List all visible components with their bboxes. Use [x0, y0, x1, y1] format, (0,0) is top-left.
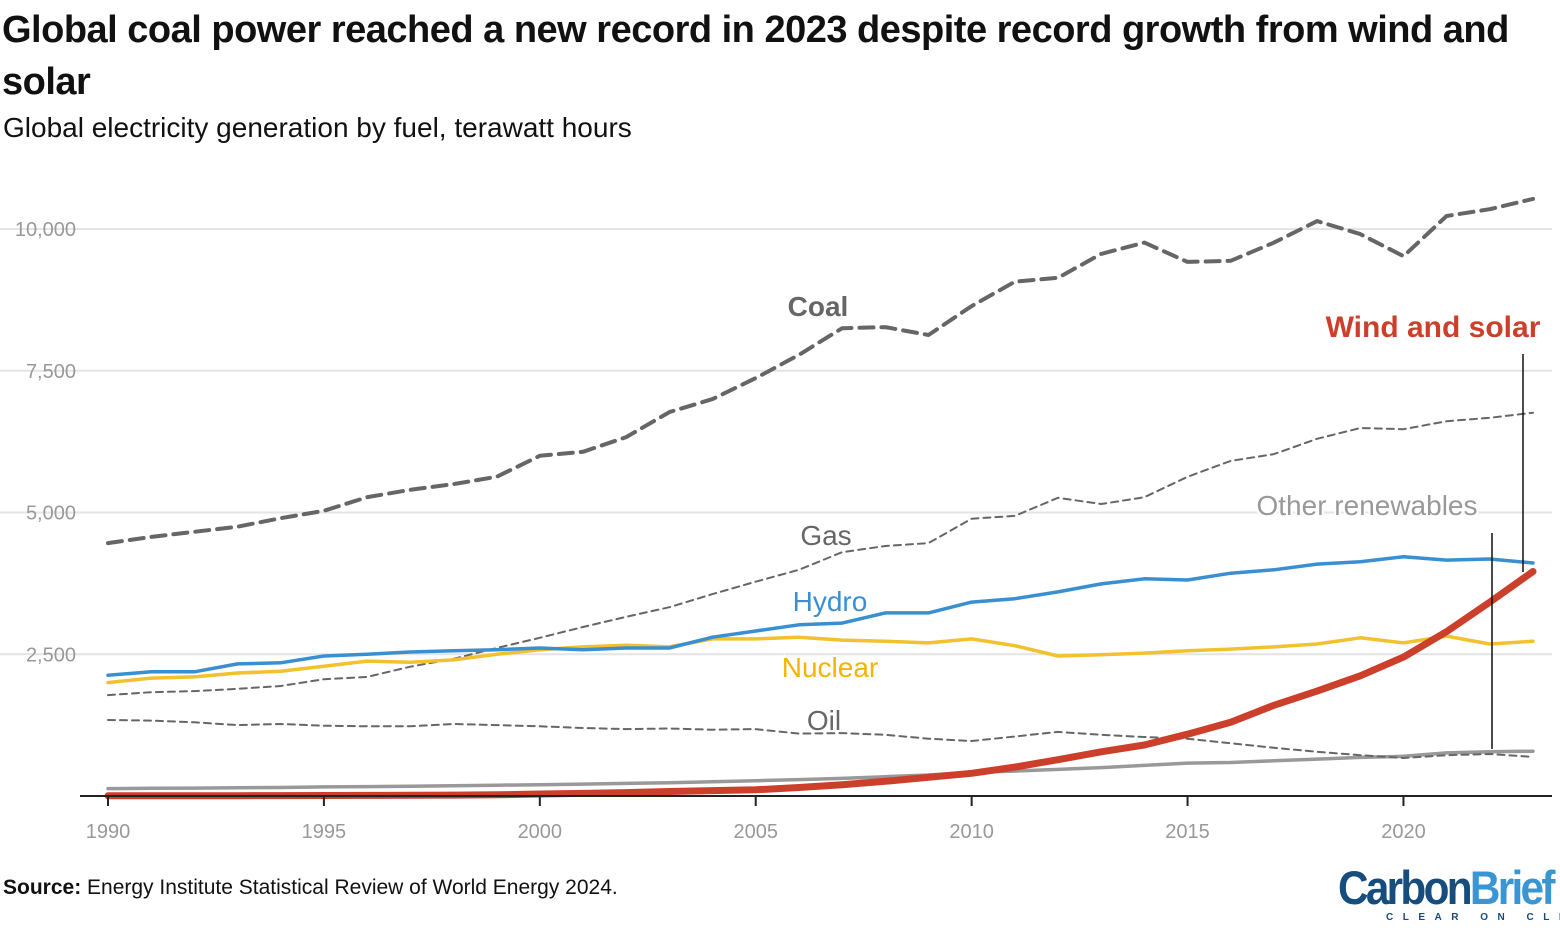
- series-label-other-renewables: Other renewables: [1256, 490, 1477, 521]
- series-line-nuclear: [106, 634, 1535, 685]
- y-tick-label: 5,000: [26, 503, 76, 525]
- source-label: Source:: [3, 876, 82, 899]
- carbon-brief-logo: CarbonBrief CLEAR ON CLIMATE: [1338, 861, 1560, 924]
- logo-part2: Brief: [1469, 861, 1556, 914]
- x-tick-label: 1990: [86, 821, 131, 843]
- series-label-nuclear: Nuclear: [782, 652, 878, 683]
- source-note: Source: Energy Institute Statistical Rev…: [3, 876, 618, 900]
- series-line-gas: [107, 411, 1534, 697]
- y-tick-label: 2,500: [26, 644, 76, 666]
- x-tick-label: 2000: [518, 821, 563, 843]
- x-tick-label: 2015: [1165, 821, 1210, 843]
- series-label-coal: Coal: [788, 291, 849, 322]
- x-tick-label: 2010: [949, 821, 994, 843]
- series-label-oil: Oil: [807, 705, 841, 736]
- series-label-wind-and-solar: Wind and solar: [1326, 311, 1541, 344]
- series-label-hydro: Hydro: [793, 586, 868, 617]
- logo-tagline: CLEAR ON CLIMATE: [1386, 912, 1560, 923]
- x-tick-label: 2020: [1381, 821, 1426, 843]
- series-line-coal: [106, 196, 1535, 546]
- x-tick-label: 2005: [733, 821, 778, 843]
- source-text: Energy Institute Statistical Review of W…: [81, 876, 618, 899]
- y-tick-label: 10,000: [15, 219, 76, 241]
- series-line-oil: [107, 719, 1534, 759]
- chart-subtitle: Global electricity generation by fuel, t…: [3, 112, 632, 143]
- logo-part1: Carbon: [1338, 861, 1473, 914]
- chart-title: Global coal power reached a new record i…: [2, 9, 1509, 103]
- series-line-other-renewables: [106, 749, 1535, 791]
- x-tick-label: 1995: [302, 821, 347, 843]
- series-line-hydro: [106, 554, 1535, 677]
- series-label-gas: Gas: [800, 520, 851, 551]
- y-tick-label: 7,500: [26, 361, 76, 383]
